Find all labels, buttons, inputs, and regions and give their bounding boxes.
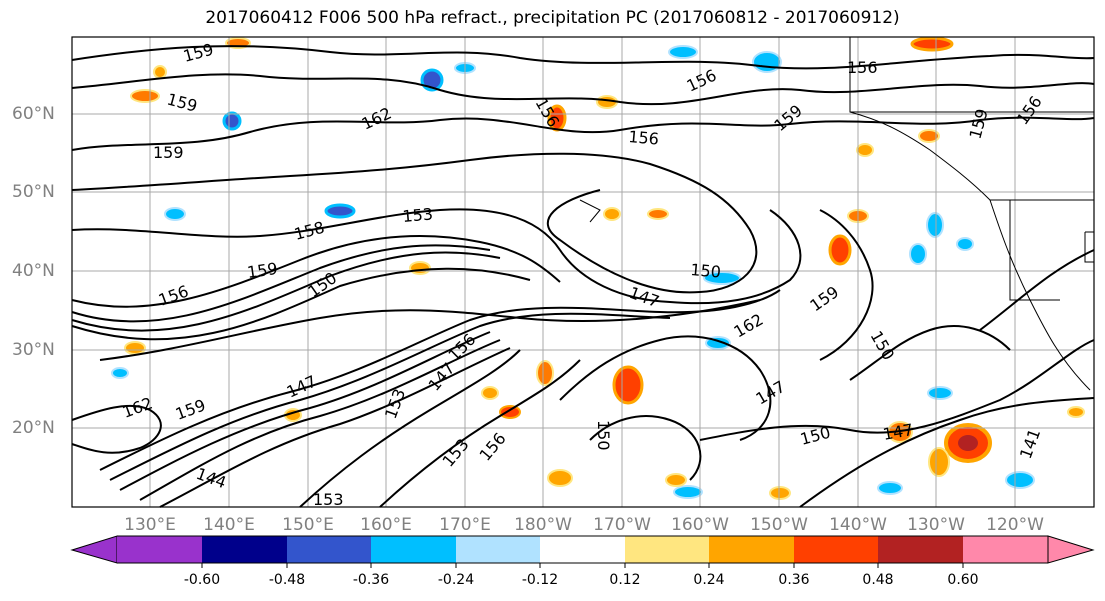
contour-label: 153 <box>402 204 434 226</box>
lat-label: 50°N <box>12 182 55 202</box>
colorbar-tick-label: 0.60 <box>947 572 979 588</box>
precip-patch <box>928 447 950 477</box>
colorbar-segment <box>963 536 1048 563</box>
precip-patch <box>130 89 160 103</box>
lon-label: 140°E <box>203 515 255 535</box>
precip-patch <box>222 111 242 131</box>
precip-patch <box>927 386 953 400</box>
precip-patch <box>668 45 698 59</box>
colorbar-segment <box>117 536 202 563</box>
precip-patch <box>828 234 852 266</box>
precip-patch <box>665 473 687 487</box>
colorbar-segment <box>794 536 878 563</box>
colorbar-tick-label: -0.24 <box>437 572 475 588</box>
precip-patch <box>124 341 146 355</box>
precip-patch <box>603 207 621 221</box>
precip-patch <box>673 485 703 499</box>
refractivity-contours <box>71 45 1095 508</box>
precip-patch <box>420 68 444 92</box>
lon-label: 130°W <box>907 515 965 535</box>
precip-patch <box>612 365 644 405</box>
colorbar-segment <box>202 536 287 563</box>
precip-patch <box>909 243 927 265</box>
colorbar-tick-label: 0.12 <box>609 572 641 588</box>
colorbar-tick-label: 0.24 <box>693 572 725 588</box>
map-area <box>71 36 1095 508</box>
precip-patch <box>752 51 782 73</box>
graticule <box>72 37 1094 507</box>
lon-label: 150°E <box>282 515 334 535</box>
colorbar-segment <box>371 536 456 563</box>
precip-patch <box>536 360 554 386</box>
colorbar-segment <box>456 536 540 563</box>
precip-patch <box>856 143 874 157</box>
precip-patch <box>409 261 431 275</box>
contour-label: 150 <box>594 420 613 451</box>
colorbar-tick-label: 0.36 <box>778 572 810 588</box>
colorbar-tick-label: 0.48 <box>862 572 894 588</box>
lon-label: 150°W <box>750 515 808 535</box>
precip-patch <box>703 271 741 285</box>
precip-patch <box>1067 406 1085 418</box>
colorbar-tick-label: -0.12 <box>521 572 559 588</box>
lat-label: 40°N <box>12 261 55 281</box>
coastlines <box>579 37 1094 391</box>
precip-patch <box>153 65 167 79</box>
precip-patch <box>958 435 978 451</box>
precip-patch <box>918 129 940 143</box>
colorbar-segment <box>625 536 709 563</box>
lat-label: 20°N <box>12 418 55 438</box>
precip-patch <box>910 36 954 52</box>
colorbar <box>70 535 1095 568</box>
precip-patch <box>481 386 499 400</box>
colorbar-extend-high <box>1047 535 1095 564</box>
lat-label: 30°N <box>12 340 55 360</box>
colorbar-segment <box>540 536 625 563</box>
lon-label: 170°W <box>593 515 651 535</box>
colorbar-segment <box>287 536 371 563</box>
colorbar-tick-label: -0.60 <box>183 572 221 588</box>
contour-label: 153 <box>313 490 344 509</box>
colorbar-segment <box>709 536 794 563</box>
colorbar-segment <box>878 536 963 563</box>
lon-label: 130°E <box>124 515 176 535</box>
precip-patch <box>324 203 356 219</box>
precip-patch <box>956 237 974 251</box>
lon-label: 180°W <box>514 515 572 535</box>
colorbar-tick-label: -0.36 <box>352 572 390 588</box>
colorbar-tick-label: -0.48 <box>268 572 306 588</box>
lon-label: 140°W <box>829 515 887 535</box>
precip-patch <box>164 207 186 221</box>
map-title: 2017060412 F006 500 hPa refract., precip… <box>205 8 900 28</box>
precip-patch <box>647 208 669 220</box>
contour-label: 156 <box>847 58 878 77</box>
precip-patch <box>769 486 791 500</box>
lon-label: 170°E <box>439 515 491 535</box>
precip-patch <box>111 367 129 379</box>
lat-label: 60°N <box>12 104 55 124</box>
contour-label: 159 <box>153 143 184 162</box>
lon-label: 160°W <box>671 515 729 535</box>
colorbar-extend-low <box>70 535 118 564</box>
lon-label: 160°E <box>360 515 412 535</box>
precip-patch <box>877 481 903 495</box>
precipitation-fills <box>111 36 1085 500</box>
precip-patch <box>499 405 521 419</box>
lon-label: 120°W <box>986 515 1044 535</box>
precip-patch <box>1005 471 1035 489</box>
contour-label: 156 <box>628 127 660 149</box>
contour-label: 150 <box>690 260 722 282</box>
precip-patch <box>926 212 944 238</box>
contour-label: 159 <box>246 259 279 282</box>
precip-patch <box>547 469 573 487</box>
